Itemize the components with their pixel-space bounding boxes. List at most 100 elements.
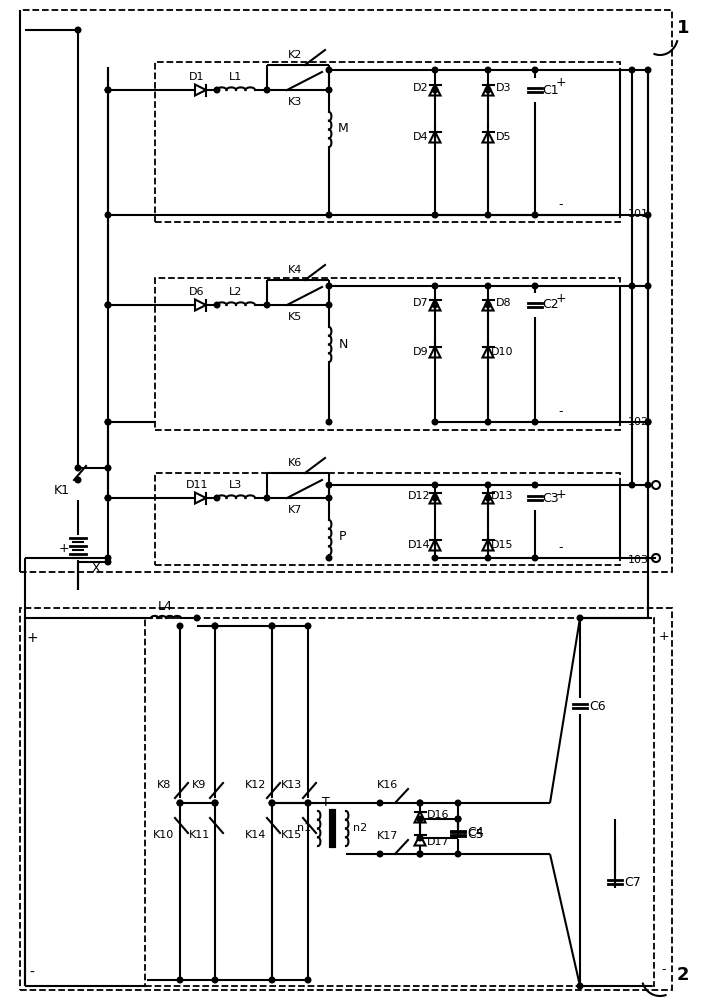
Circle shape [177,623,183,629]
Text: D4: D4 [413,132,429,142]
Circle shape [105,302,111,308]
Text: D16: D16 [426,810,449,820]
Text: P: P [340,530,347,544]
Text: +: + [556,488,566,502]
Circle shape [214,495,220,501]
Text: D6: D6 [189,287,205,297]
Text: 2: 2 [677,966,689,984]
Circle shape [269,800,275,806]
Text: D7: D7 [413,298,429,308]
Bar [155,473,620,565]
Circle shape [177,800,183,806]
Text: K9: K9 [192,780,206,790]
Text: D12: D12 [407,491,431,501]
Text: C7: C7 [625,876,641,888]
Circle shape [105,495,111,501]
Text: n1: n1 [297,823,311,833]
Circle shape [269,623,275,629]
Circle shape [326,67,332,73]
Text: K10: K10 [153,830,174,840]
Circle shape [432,67,438,73]
Text: K2: K2 [288,50,302,60]
Circle shape [645,419,651,425]
Text: -: - [30,966,35,980]
Circle shape [105,495,111,501]
Circle shape [377,800,383,806]
Circle shape [326,495,332,501]
Circle shape [305,977,311,983]
Circle shape [532,555,538,561]
Circle shape [432,212,438,218]
Circle shape [326,87,332,93]
Circle shape [213,623,217,629]
Circle shape [485,482,491,488]
Text: 103: 103 [628,555,649,565]
Circle shape [105,302,111,308]
Bar [155,278,620,430]
Bar [145,618,654,986]
Circle shape [455,816,461,822]
Text: M: M [337,122,348,135]
Circle shape [213,800,217,806]
Circle shape [417,851,423,857]
Circle shape [105,212,111,218]
Circle shape [455,816,461,822]
Text: L1: L1 [229,72,243,82]
Text: C2: C2 [543,298,559,312]
Circle shape [377,851,383,857]
Circle shape [105,87,111,93]
Text: D5: D5 [496,132,512,142]
Circle shape [432,555,438,561]
Circle shape [105,465,111,471]
Circle shape [326,302,332,308]
Text: +: + [59,542,69,554]
Circle shape [645,419,651,425]
Text: +: + [659,630,669,643]
Text: +: + [26,631,38,645]
Text: -: - [558,406,563,418]
Circle shape [645,482,651,488]
Circle shape [645,67,651,73]
Text: D3: D3 [496,83,512,93]
Text: D10: D10 [491,347,513,357]
Text: +: + [556,292,566,304]
Text: C1: C1 [543,84,559,97]
Text: L2: L2 [229,287,243,297]
Circle shape [305,800,311,806]
Text: D9: D9 [413,347,429,357]
Circle shape [269,623,275,629]
Text: D2: D2 [413,83,429,93]
Text: K5: K5 [288,312,302,322]
Circle shape [532,419,538,425]
Circle shape [105,419,111,425]
Text: C5: C5 [467,828,484,840]
Text: K16: K16 [378,780,399,790]
Text: K6: K6 [288,458,302,468]
Circle shape [432,495,438,501]
Text: 1: 1 [677,19,689,37]
Bar [155,62,620,222]
Circle shape [326,482,332,488]
Text: 102: 102 [628,417,649,427]
Circle shape [326,419,332,425]
Text: K3: K3 [288,97,302,107]
Circle shape [485,67,491,73]
Circle shape [264,495,270,501]
Bar [20,608,672,990]
Circle shape [629,482,635,488]
Circle shape [485,87,491,93]
Text: C4: C4 [467,826,484,840]
Text: D17: D17 [426,837,449,847]
Circle shape [417,851,423,857]
Circle shape [432,302,438,308]
Circle shape [485,212,491,218]
Text: L3: L3 [229,480,243,490]
Text: D1: D1 [189,72,205,82]
Circle shape [194,615,200,621]
Circle shape [432,87,438,93]
Circle shape [269,977,275,983]
Circle shape [214,87,220,93]
Circle shape [305,623,311,629]
Circle shape [532,212,538,218]
Circle shape [105,555,111,561]
